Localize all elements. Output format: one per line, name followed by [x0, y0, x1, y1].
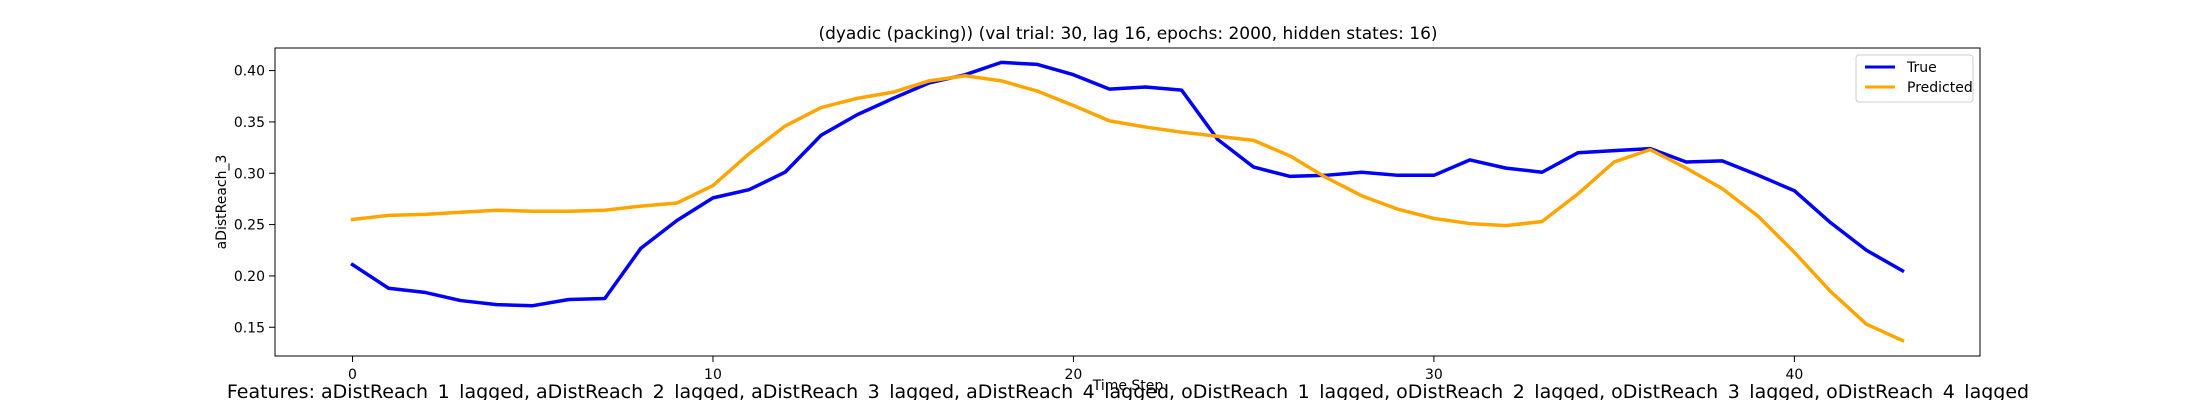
x-axis: 0 10 20 30 40 — [348, 356, 1803, 383]
y-tick-label: 0.15 — [234, 320, 265, 336]
x-tick-label: 20 — [1065, 367, 1083, 383]
y-tick-label: 0.25 — [234, 218, 265, 234]
x-tick-label: 30 — [1425, 367, 1443, 383]
y-axis-label: aDistReach_3 — [214, 155, 230, 250]
y-tick-label: 0.30 — [234, 166, 265, 182]
legend-label-true: True — [1906, 60, 1937, 76]
legend: True Predicted — [1855, 54, 1974, 103]
y-tick-label: 0.40 — [234, 64, 265, 80]
features-caption: Features: aDistReach_1_lagged, aDistReac… — [227, 381, 2029, 400]
y-tick-label: 0.20 — [234, 269, 265, 285]
plot-frame — [274, 47, 1981, 357]
x-tick-label: 0 — [348, 367, 357, 383]
y-axis: 0.15 0.20 0.25 0.30 0.35 0.40 — [234, 64, 275, 336]
series-line-predicted — [350, 73, 1905, 343]
x-axis-label: Time Step — [1092, 378, 1164, 394]
series-layer — [350, 60, 1905, 343]
chart-title: (dyadic (packing)) (val trial: 30, lag 1… — [818, 24, 1437, 44]
legend-label-predicted: Predicted — [1907, 80, 1973, 96]
series-line-true — [350, 60, 1905, 308]
x-tick-label: 40 — [1785, 367, 1803, 383]
y-tick-label: 0.35 — [234, 115, 265, 131]
x-tick-label: 10 — [704, 367, 722, 383]
